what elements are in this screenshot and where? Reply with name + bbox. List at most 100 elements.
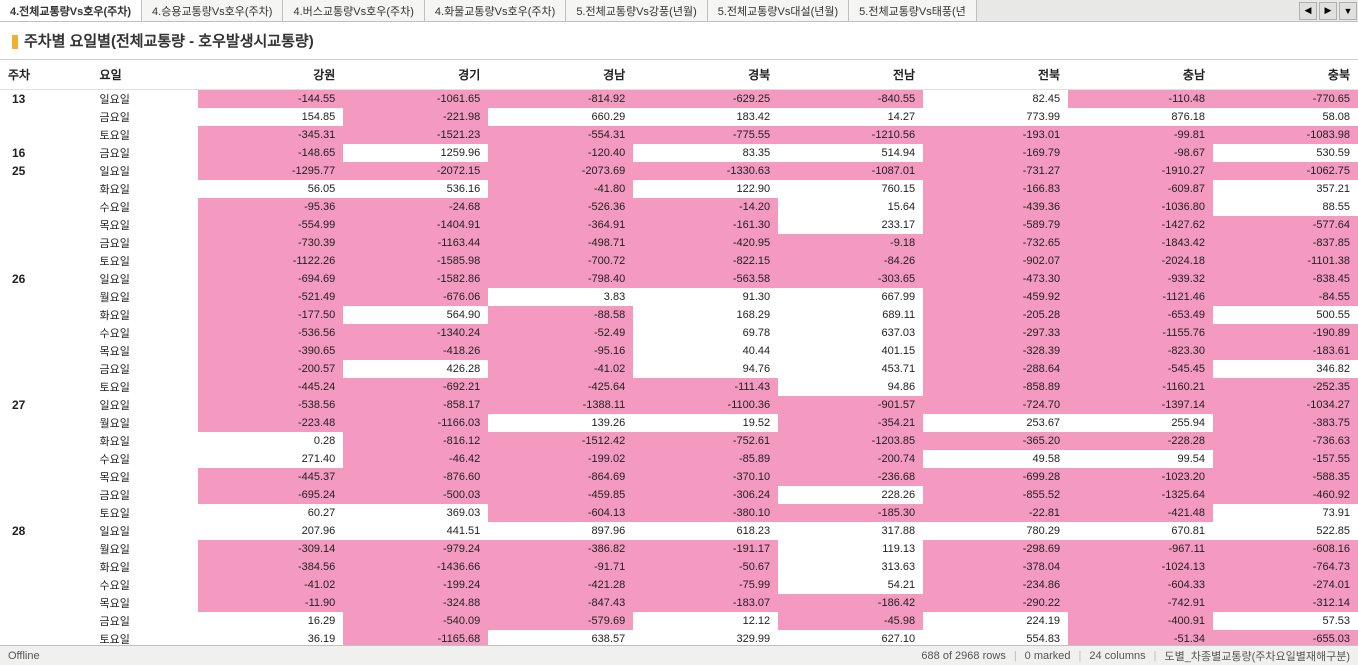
tab-nav-next-icon[interactable]: ▶ <box>1319 2 1337 20</box>
col-header[interactable]: 요일 <box>92 60 199 90</box>
tab-nav-menu-icon[interactable]: ▼ <box>1339 2 1357 20</box>
table-row[interactable]: 26일요일-694.69-1582.86-798.40-563.58-303.6… <box>0 270 1358 288</box>
cell-value: 58.08 <box>1213 108 1358 126</box>
cell-value: 56.05 <box>198 180 343 198</box>
cell-value: 670.81 <box>1068 522 1213 540</box>
tab-3[interactable]: 4.화물교통량Vs호우(주차) <box>425 0 566 21</box>
cell-value: -200.57 <box>198 360 343 378</box>
col-header[interactable]: 충북 <box>1213 60 1358 90</box>
cell-day: 화요일 <box>92 306 199 324</box>
cell-value: -858.17 <box>343 396 488 414</box>
table-row[interactable]: 목요일-11.90-324.88-847.43-183.07-186.42-29… <box>0 594 1358 612</box>
cell-value: -309.14 <box>198 540 343 558</box>
table-row[interactable]: 금요일16.29-540.09-579.6912.12-45.98224.19-… <box>0 612 1358 630</box>
tab-2[interactable]: 4.버스교통량Vs호우(주차) <box>283 0 424 21</box>
data-table-area[interactable]: 주차요일강원경기경남경북전남전북충남충북 13일요일-144.55-1061.6… <box>0 60 1358 645</box>
table-row[interactable]: 화요일-384.56-1436.66-91.71-50.67313.63-378… <box>0 558 1358 576</box>
table-row[interactable]: 토요일-345.31-1521.23-554.31-775.55-1210.56… <box>0 126 1358 144</box>
col-header[interactable]: 전남 <box>778 60 923 90</box>
tab-0[interactable]: 4.전체교통량Vs호우(주차) <box>0 0 142 21</box>
tab-nav-prev-icon[interactable]: ◀ <box>1299 2 1317 20</box>
cell-value: -144.55 <box>198 90 343 109</box>
cell-value: -692.21 <box>343 378 488 396</box>
col-header[interactable]: 경남 <box>488 60 633 90</box>
col-header[interactable]: 경북 <box>633 60 778 90</box>
table-row[interactable]: 27일요일-538.56-858.17-1388.11-1100.36-901.… <box>0 396 1358 414</box>
table-row[interactable]: 수요일271.40-46.42-199.02-85.89-200.7449.58… <box>0 450 1358 468</box>
table-row[interactable]: 토요일-1122.26-1585.98-700.72-822.15-84.26-… <box>0 252 1358 270</box>
table-row[interactable]: 목요일-390.65-418.26-95.1640.44401.15-328.3… <box>0 342 1358 360</box>
table-row[interactable]: 금요일154.85-221.98660.29183.4214.27773.998… <box>0 108 1358 126</box>
table-row[interactable]: 화요일56.05536.16-41.80122.90760.15-166.83-… <box>0 180 1358 198</box>
cell-week <box>0 252 92 270</box>
cell-value: -823.30 <box>1068 342 1213 360</box>
cell-value: -228.28 <box>1068 432 1213 450</box>
cell-value: -421.28 <box>488 576 633 594</box>
table-row[interactable]: 월요일-521.49-676.063.8391.30667.99-459.92-… <box>0 288 1358 306</box>
table-row[interactable]: 토요일-445.24-692.21-425.64-111.4394.86-858… <box>0 378 1358 396</box>
cell-value: -604.13 <box>488 504 633 522</box>
cell-value: -328.39 <box>923 342 1068 360</box>
col-header[interactable]: 경기 <box>343 60 488 90</box>
cell-value: 564.90 <box>343 306 488 324</box>
cell-value: 876.18 <box>1068 108 1213 126</box>
cell-value: -521.49 <box>198 288 343 306</box>
table-row[interactable]: 금요일-730.39-1163.44-498.71-420.95-9.18-73… <box>0 234 1358 252</box>
cell-value: 500.55 <box>1213 306 1358 324</box>
table-row[interactable]: 수요일-95.36-24.68-526.36-14.2015.64-439.36… <box>0 198 1358 216</box>
cell-value: -91.71 <box>488 558 633 576</box>
tab-1[interactable]: 4.승용교통량Vs호우(주차) <box>142 0 283 21</box>
cell-value: -540.09 <box>343 612 488 630</box>
table-row[interactable]: 수요일-536.56-1340.24-52.4969.78637.03-297.… <box>0 324 1358 342</box>
tab-5[interactable]: 5.전체교통량Vs대설(년월) <box>708 0 849 21</box>
table-row[interactable]: 화요일-177.50564.90-88.58168.29689.11-205.2… <box>0 306 1358 324</box>
cell-value: 1259.96 <box>343 144 488 162</box>
table-row[interactable]: 금요일-695.24-500.03-459.85-306.24228.26-85… <box>0 486 1358 504</box>
table-row[interactable]: 토요일60.27369.03-604.13-380.10-185.30-22.8… <box>0 504 1358 522</box>
cell-day: 일요일 <box>92 396 199 414</box>
cell-value: -876.60 <box>343 468 488 486</box>
tab-6[interactable]: 5.전체교통량Vs태풍(년 <box>849 0 977 21</box>
cell-week <box>0 216 92 234</box>
table-row[interactable]: 월요일-309.14-979.24-386.82-191.17119.13-29… <box>0 540 1358 558</box>
cell-week: 13 <box>0 90 92 109</box>
table-row[interactable]: 목요일-445.37-876.60-864.69-370.10-236.68-6… <box>0 468 1358 486</box>
cell-day: 금요일 <box>92 234 199 252</box>
cell-week <box>0 540 92 558</box>
cell-value: 91.30 <box>633 288 778 306</box>
col-header[interactable]: 전북 <box>923 60 1068 90</box>
cell-day: 화요일 <box>92 432 199 450</box>
table-row[interactable]: 화요일0.28-816.12-1512.42-752.61-1203.85-36… <box>0 432 1358 450</box>
status-sep: | <box>1154 650 1157 662</box>
table-row[interactable]: 28일요일207.96441.51897.96618.23317.88780.2… <box>0 522 1358 540</box>
cell-value: -148.65 <box>198 144 343 162</box>
cell-value: 54.21 <box>778 576 923 594</box>
cell-value: 122.90 <box>633 180 778 198</box>
table-row[interactable]: 목요일-554.99-1404.91-364.91-161.30233.17-5… <box>0 216 1358 234</box>
cell-value: -425.64 <box>488 378 633 396</box>
table-row[interactable]: 수요일-41.02-199.24-421.28-75.9954.21-234.8… <box>0 576 1358 594</box>
table-row[interactable]: 토요일36.19-1165.68638.57329.99627.10554.83… <box>0 630 1358 645</box>
table-row[interactable]: 13일요일-144.55-1061.65-814.92-629.25-840.5… <box>0 90 1358 109</box>
cell-value: -1585.98 <box>343 252 488 270</box>
cell-value: -563.58 <box>633 270 778 288</box>
cell-value: -1165.68 <box>343 630 488 645</box>
table-row[interactable]: 월요일-223.48-1166.03139.2619.52-354.21253.… <box>0 414 1358 432</box>
table-row[interactable]: 금요일-200.57426.28-41.0294.76453.71-288.64… <box>0 360 1358 378</box>
col-header[interactable]: 충남 <box>1068 60 1213 90</box>
cell-day: 토요일 <box>92 504 199 522</box>
table-row[interactable]: 16금요일-148.651259.96-120.4083.35514.94-16… <box>0 144 1358 162</box>
col-header[interactable]: 강원 <box>198 60 343 90</box>
tab-4[interactable]: 5.전체교통량Vs강풍(년월) <box>566 0 707 21</box>
col-header[interactable]: 주차 <box>0 60 92 90</box>
cell-value: -298.69 <box>923 540 1068 558</box>
cell-week <box>0 432 92 450</box>
cell-value: -1061.65 <box>343 90 488 109</box>
cell-value: -290.22 <box>923 594 1068 612</box>
cell-value: 82.45 <box>923 90 1068 109</box>
cell-value: -95.36 <box>198 198 343 216</box>
cell-value: -306.24 <box>633 486 778 504</box>
cell-value: -840.55 <box>778 90 923 109</box>
table-row[interactable]: 25일요일-1295.77-2072.15-2073.69-1330.63-10… <box>0 162 1358 180</box>
cell-day: 화요일 <box>92 558 199 576</box>
